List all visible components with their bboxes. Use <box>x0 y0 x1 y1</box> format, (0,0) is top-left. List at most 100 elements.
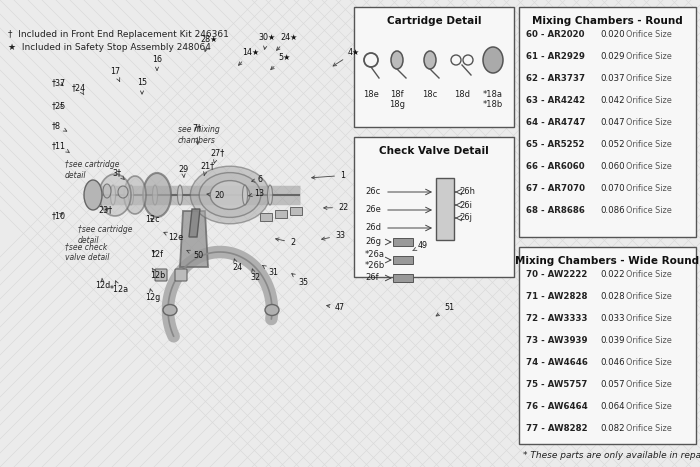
Text: Orifice Size: Orifice Size <box>626 140 672 149</box>
Text: 74 - AW4646: 74 - AW4646 <box>526 358 588 367</box>
Text: *26a
*26b: *26a *26b <box>365 250 385 270</box>
Text: †37: †37 <box>52 78 66 87</box>
Text: 26d: 26d <box>365 224 381 233</box>
Text: 5★: 5★ <box>271 53 290 70</box>
Ellipse shape <box>424 51 436 69</box>
Text: 0.022: 0.022 <box>600 270 624 279</box>
Text: ★  Included in Safety Stop Assembly 248064: ★ Included in Safety Stop Assembly 24806… <box>8 43 211 52</box>
Text: 31: 31 <box>262 265 278 277</box>
Text: 16: 16 <box>152 55 162 71</box>
Bar <box>290 207 302 215</box>
Text: 20: 20 <box>207 191 224 200</box>
Text: 26e: 26e <box>365 205 381 214</box>
Text: 72 - AW3333: 72 - AW3333 <box>526 314 587 323</box>
Text: †see cartridge
detail: †see cartridge detail <box>65 160 120 180</box>
Ellipse shape <box>483 47 503 73</box>
Text: 0.033: 0.033 <box>600 314 624 323</box>
Ellipse shape <box>103 184 111 198</box>
Ellipse shape <box>199 173 261 218</box>
Text: 12c: 12c <box>145 215 160 224</box>
Ellipse shape <box>210 181 250 209</box>
Text: 12b: 12b <box>150 268 165 280</box>
Text: see mixing
chambers: see mixing chambers <box>178 125 220 145</box>
Polygon shape <box>189 209 200 237</box>
Text: 4★: 4★ <box>333 48 360 66</box>
Text: *18a
*18b: *18a *18b <box>483 90 503 109</box>
Bar <box>436 178 454 240</box>
Text: 18f
18g: 18f 18g <box>389 90 405 109</box>
Text: 18e: 18e <box>363 90 379 99</box>
Text: 24: 24 <box>232 259 242 272</box>
Text: 26g: 26g <box>365 238 381 247</box>
Text: 60 - AR2020: 60 - AR2020 <box>526 30 584 39</box>
Ellipse shape <box>163 304 177 316</box>
Text: Cartridge Detail: Cartridge Detail <box>386 16 482 26</box>
Text: 0.052: 0.052 <box>600 140 624 149</box>
Polygon shape <box>180 211 208 267</box>
Text: 67 - AR7070: 67 - AR7070 <box>526 184 585 193</box>
Text: 12f: 12f <box>150 250 163 259</box>
Text: 12g: 12g <box>145 289 160 302</box>
Text: 18c: 18c <box>422 90 438 99</box>
Text: †24: †24 <box>72 83 86 95</box>
Ellipse shape <box>124 176 146 214</box>
Text: 65 - AR5252: 65 - AR5252 <box>526 140 584 149</box>
Text: 22: 22 <box>323 203 349 212</box>
Text: Orifice Size: Orifice Size <box>626 270 672 279</box>
Text: Mixing Chambers - Round: Mixing Chambers - Round <box>532 16 683 26</box>
Text: 2: 2 <box>276 238 295 247</box>
Text: 50: 50 <box>187 250 203 260</box>
Text: 0.042: 0.042 <box>600 96 624 105</box>
Text: 73 - AW3939: 73 - AW3939 <box>526 336 587 345</box>
Bar <box>393 274 413 282</box>
Text: 32: 32 <box>250 269 260 282</box>
Text: Orifice Size: Orifice Size <box>626 52 672 61</box>
Text: †10: †10 <box>52 211 66 220</box>
Text: 30★: 30★ <box>258 33 275 50</box>
Text: 0.037: 0.037 <box>600 74 624 83</box>
FancyBboxPatch shape <box>155 269 167 281</box>
Text: 1: 1 <box>312 171 345 180</box>
Text: 0.020: 0.020 <box>600 30 624 39</box>
Text: Orifice Size: Orifice Size <box>626 336 672 345</box>
FancyBboxPatch shape <box>175 269 187 281</box>
Text: 33: 33 <box>321 231 345 240</box>
Text: Orifice Size: Orifice Size <box>626 358 672 367</box>
Text: Orifice Size: Orifice Size <box>626 96 672 105</box>
Text: †25: †25 <box>52 101 66 110</box>
Text: 6: 6 <box>251 175 263 184</box>
Ellipse shape <box>99 174 131 216</box>
Text: Orifice Size: Orifice Size <box>626 206 672 215</box>
Text: 47: 47 <box>327 303 345 312</box>
Ellipse shape <box>267 185 272 205</box>
Text: 12e: 12e <box>164 232 183 242</box>
Ellipse shape <box>84 180 102 210</box>
Text: Orifice Size: Orifice Size <box>626 424 672 433</box>
Text: 0.070: 0.070 <box>600 184 624 193</box>
Text: 63 - AR4242: 63 - AR4242 <box>526 96 585 105</box>
FancyBboxPatch shape <box>519 247 696 444</box>
Ellipse shape <box>129 185 134 205</box>
Bar <box>393 238 413 246</box>
Text: 64 - AR4747: 64 - AR4747 <box>526 118 585 127</box>
FancyBboxPatch shape <box>354 137 514 277</box>
Text: 29: 29 <box>178 165 188 177</box>
Text: Orifice Size: Orifice Size <box>626 162 672 171</box>
Text: 61 - AR2929: 61 - AR2929 <box>526 52 585 61</box>
Text: Orifice Size: Orifice Size <box>626 118 672 127</box>
Text: 0.046: 0.046 <box>600 358 624 367</box>
Text: 68 - AR8686: 68 - AR8686 <box>526 206 585 215</box>
Text: 0.082: 0.082 <box>600 424 624 433</box>
Text: 0.028: 0.028 <box>600 292 624 301</box>
Bar <box>260 213 272 221</box>
Text: †see cartridge
detail: †see cartridge detail <box>78 225 132 245</box>
Text: 0.086: 0.086 <box>600 206 624 215</box>
Text: Orifice Size: Orifice Size <box>626 380 672 389</box>
Text: 26i: 26i <box>459 200 472 210</box>
Text: 26c: 26c <box>365 187 380 197</box>
Text: 35: 35 <box>292 274 308 287</box>
Text: Orifice Size: Orifice Size <box>626 314 672 323</box>
Text: 26f: 26f <box>365 274 379 283</box>
Ellipse shape <box>153 185 158 205</box>
Text: 7†: 7† <box>192 123 201 144</box>
